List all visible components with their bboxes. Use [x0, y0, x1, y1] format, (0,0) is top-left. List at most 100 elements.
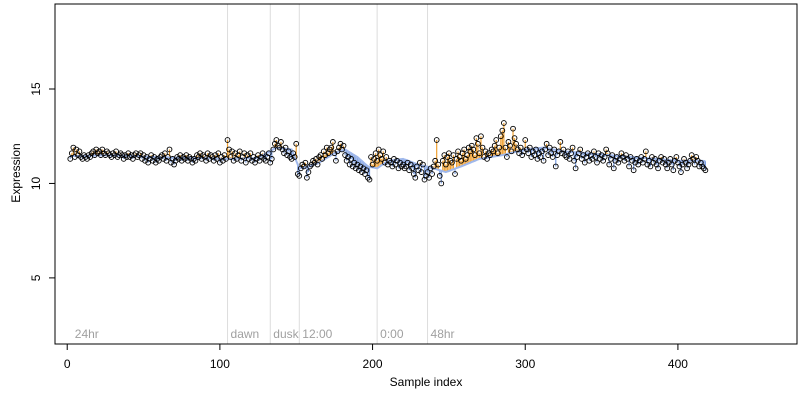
data-point	[99, 146, 106, 153]
y-axis-label: Expression	[9, 143, 23, 202]
data-point	[507, 142, 513, 149]
data-point	[119, 152, 126, 158]
data-point	[577, 146, 584, 153]
annotation-label: 12:00	[302, 327, 332, 341]
data-point	[537, 154, 544, 160]
data-point	[702, 167, 709, 174]
data-point	[334, 148, 341, 155]
data-point	[560, 146, 567, 153]
data-point	[693, 154, 700, 160]
data-point	[362, 171, 368, 177]
x-tick-label: 400	[668, 357, 688, 371]
data-point	[533, 146, 539, 153]
data-point	[409, 165, 416, 172]
annotation-label: 48hr	[431, 327, 455, 341]
y-axis: 5 10 15	[29, 82, 56, 281]
data-point	[635, 161, 642, 168]
data-point	[267, 159, 274, 166]
data-point	[494, 150, 501, 157]
y-tick-label: 15	[29, 82, 43, 96]
data-point	[601, 154, 608, 160]
data-point	[502, 144, 509, 151]
data-point	[429, 171, 435, 177]
data-point	[430, 163, 437, 170]
data-point	[551, 146, 558, 153]
data-point	[646, 157, 652, 164]
data-point	[455, 148, 461, 155]
data-point	[392, 161, 399, 168]
data-point	[413, 163, 420, 170]
data-point	[462, 156, 469, 162]
data-point	[478, 133, 484, 140]
data-point	[501, 120, 507, 126]
x-tick-label: 100	[210, 357, 230, 371]
data-point	[499, 127, 506, 134]
data-point	[343, 157, 350, 164]
data-point	[262, 157, 269, 164]
data-point	[583, 154, 590, 160]
data-point	[594, 159, 600, 166]
data-point	[403, 163, 410, 170]
data-point	[421, 176, 428, 183]
data-point	[407, 161, 414, 168]
data-point	[459, 150, 466, 157]
data-point	[522, 137, 529, 143]
x-axis: 0 100 200 300 400	[64, 343, 688, 371]
data-point	[667, 156, 674, 162]
data-point	[572, 165, 579, 172]
data-point	[76, 148, 83, 155]
data-point	[554, 152, 561, 158]
data-point	[609, 152, 616, 158]
data-point	[412, 174, 419, 181]
data-point	[296, 173, 303, 179]
data-point	[505, 139, 512, 145]
data-point	[221, 152, 228, 158]
data-point	[510, 125, 516, 132]
data-point	[238, 157, 245, 164]
data-point	[461, 146, 468, 153]
data-point	[446, 150, 452, 157]
data-point	[479, 144, 486, 151]
data-point	[239, 154, 246, 160]
data-point	[697, 159, 704, 166]
data-point	[291, 154, 298, 160]
data-point	[372, 150, 379, 157]
data-point	[348, 156, 355, 162]
data-point	[557, 139, 564, 145]
data-point	[166, 146, 173, 153]
data-point	[630, 167, 637, 174]
data-point	[410, 171, 417, 177]
data-point	[378, 156, 385, 162]
data-point	[664, 165, 671, 172]
data-point	[456, 154, 463, 160]
data-point	[540, 157, 547, 164]
data-point	[224, 137, 231, 143]
data-point	[162, 150, 168, 157]
data-point	[130, 156, 136, 162]
data-point	[278, 139, 284, 145]
data-point	[155, 157, 162, 164]
data-point	[542, 146, 548, 153]
x-tick-label: 200	[363, 357, 383, 371]
data-point	[375, 146, 382, 153]
data-point	[252, 159, 258, 166]
data-point	[319, 156, 326, 162]
data-point	[333, 157, 339, 164]
data-point	[256, 157, 263, 164]
data-point	[610, 165, 617, 172]
data-point	[470, 146, 477, 153]
data-point	[641, 156, 648, 162]
data-point	[673, 154, 680, 160]
data-point	[420, 161, 426, 168]
data-point	[314, 161, 321, 168]
data-point	[388, 159, 394, 166]
data-point	[552, 163, 559, 170]
data-point	[369, 161, 376, 168]
data-point	[668, 161, 675, 168]
data-point	[444, 154, 451, 160]
data-point	[383, 154, 390, 160]
data-point	[213, 156, 220, 162]
data-point	[475, 140, 481, 147]
data-point	[145, 159, 151, 166]
